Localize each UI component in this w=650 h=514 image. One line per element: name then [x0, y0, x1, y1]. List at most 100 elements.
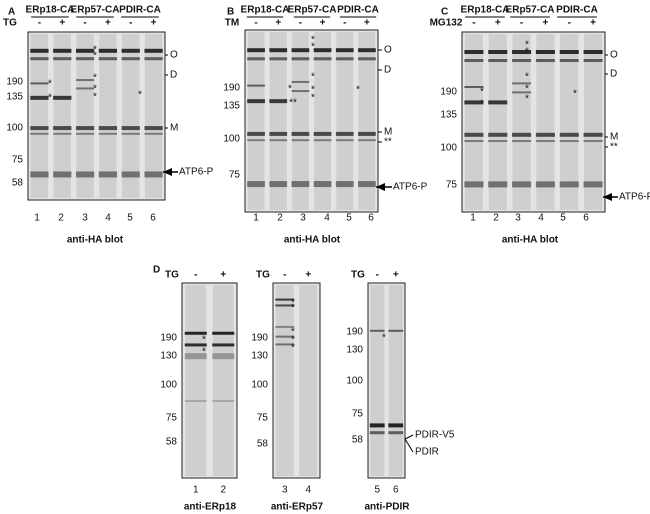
band	[269, 181, 288, 188]
band	[535, 59, 555, 62]
lane-number: 1	[253, 213, 259, 224]
asterisk: *	[311, 93, 315, 104]
band	[269, 48, 288, 53]
asterisk: *	[480, 87, 484, 98]
asterisk: *	[93, 92, 97, 103]
asterisk: **	[289, 98, 297, 109]
panel-label: D	[153, 265, 160, 276]
band	[464, 50, 484, 54]
band	[275, 298, 295, 301]
lane	[275, 285, 294, 476]
lane-number: 4	[105, 213, 111, 224]
mw-marker: 100	[160, 380, 177, 391]
band	[275, 343, 295, 346]
lane-number: 6	[583, 213, 589, 224]
mw-marker: 130	[251, 351, 268, 362]
lane-number: 5	[346, 213, 352, 224]
asterisk: *	[202, 347, 206, 358]
band	[53, 48, 72, 53]
band	[75, 57, 95, 61]
band	[313, 48, 332, 53]
lane-number: 4	[538, 213, 544, 224]
treatment-label: TG	[351, 270, 365, 281]
right-label: **	[610, 142, 618, 153]
band	[464, 100, 484, 105]
mw-marker: 190	[251, 333, 268, 344]
blot	[461, 31, 606, 213]
band	[212, 353, 235, 360]
band	[335, 57, 354, 61]
asterisk: *	[573, 89, 577, 100]
lane-number: 3	[282, 485, 288, 496]
caption: anti-ERp57	[271, 502, 324, 513]
caption: anti-PDIR	[365, 502, 411, 513]
mw-marker: 75	[352, 409, 364, 420]
band	[144, 132, 163, 135]
sign: -	[194, 270, 197, 281]
lane	[370, 285, 385, 476]
band	[358, 131, 376, 136]
band	[488, 59, 508, 62]
panel-label: C	[441, 7, 448, 18]
lane-number: 3	[82, 213, 88, 224]
group-label: ERp18-CA	[241, 5, 290, 16]
right-label: D	[384, 65, 391, 76]
mw-marker: 100	[223, 134, 240, 145]
mw-marker: 58	[257, 439, 269, 450]
mw-marker: 190	[6, 77, 23, 88]
asterisk: *	[356, 85, 360, 96]
lane-number: 1	[193, 485, 199, 496]
lane	[247, 32, 265, 210]
lane-number: 3	[300, 213, 306, 224]
lane-number: 1	[470, 213, 476, 224]
band	[247, 139, 265, 142]
band	[291, 48, 310, 53]
sign: -	[376, 270, 379, 281]
sign: +	[364, 18, 370, 29]
sign: +	[220, 270, 226, 281]
band	[559, 50, 579, 54]
band	[535, 132, 555, 137]
caption: anti-HA blot	[67, 235, 124, 246]
band	[269, 139, 288, 142]
right-label: ATP6-P	[393, 182, 428, 193]
lane-number: 3	[515, 213, 521, 224]
mw-marker: 190	[160, 333, 177, 344]
band	[464, 181, 484, 188]
sign: -	[83, 18, 86, 29]
band	[358, 139, 376, 142]
band	[275, 335, 295, 338]
right-label: PDIR	[415, 447, 439, 458]
sign: -	[254, 18, 257, 29]
asterisk: *	[311, 85, 315, 96]
band	[30, 132, 49, 135]
lane	[76, 34, 94, 198]
asterisk: *	[93, 45, 97, 56]
band	[559, 140, 579, 142]
band	[121, 171, 140, 178]
sign: -	[568, 18, 571, 29]
band	[583, 140, 603, 142]
band	[121, 132, 140, 135]
band	[75, 48, 95, 53]
band	[313, 131, 332, 136]
panel-label: B	[227, 7, 234, 18]
sign: -	[299, 18, 302, 29]
sign: +	[320, 18, 326, 29]
sign: -	[38, 18, 41, 29]
caption: anti-HA blot	[502, 235, 559, 246]
treatment-label: TG	[165, 270, 179, 281]
band	[247, 57, 265, 61]
band	[275, 304, 295, 307]
band	[335, 181, 354, 188]
band	[184, 353, 207, 360]
right-label: M	[384, 127, 392, 138]
band	[247, 181, 265, 188]
band	[269, 57, 288, 61]
lane-number: 5	[560, 213, 566, 224]
band	[291, 131, 310, 136]
band	[269, 131, 288, 136]
mw-marker: 135	[6, 92, 23, 103]
asterisk: *	[291, 327, 295, 338]
